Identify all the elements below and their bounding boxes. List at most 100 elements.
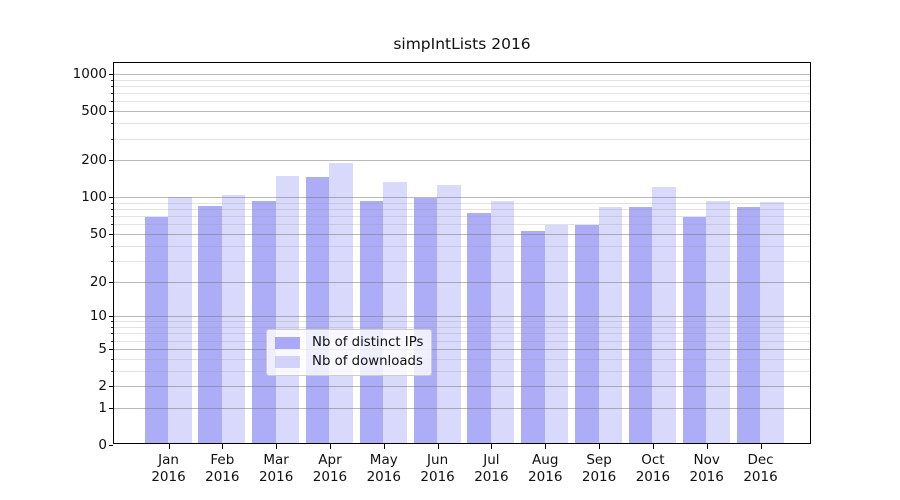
x-tick-label: Aug 2016 — [528, 452, 563, 485]
y-minor-tick — [111, 321, 113, 323]
legend-item-downloads: Nb of downloads — [275, 354, 423, 369]
bar-downloads — [383, 182, 407, 443]
x-tick-label: Jan 2016 — [151, 452, 186, 485]
gridline-major — [114, 386, 810, 387]
y-tick — [109, 407, 113, 409]
y-tick — [109, 160, 113, 162]
bar-distinct-ips — [359, 201, 384, 443]
bar-distinct-ips — [521, 230, 545, 443]
y-tick — [109, 386, 113, 387]
x-tick — [652, 444, 654, 449]
gridline-major — [114, 160, 810, 162]
gridline-minor — [114, 209, 810, 211]
y-tick-label: 5 — [98, 340, 107, 357]
bar-distinct-ips — [252, 200, 276, 443]
y-tick — [109, 445, 113, 446]
x-tick-label: Oct 2016 — [635, 452, 671, 485]
bar-distinct-ips — [413, 198, 438, 443]
bar-downloads — [652, 186, 676, 443]
x-tick-label: Nov 2016 — [689, 452, 724, 485]
x-tick — [276, 444, 278, 449]
y-minor-tick — [111, 202, 113, 204]
gridline-minor — [114, 224, 810, 226]
y-minor-tick — [111, 327, 113, 328]
legend-item-distinct-ips: Nb of distinct IPs — [275, 335, 423, 350]
chart-title: simpIntLists 2016 — [393, 35, 531, 53]
gridline-minor — [114, 123, 810, 125]
x-tick — [437, 444, 439, 449]
y-minor-tick — [111, 209, 113, 211]
legend-label-distinct-ips: Nb of distinct IPs — [312, 335, 424, 350]
gridline-minor — [114, 138, 810, 140]
bar-distinct-ips — [682, 217, 707, 443]
gridline-major — [114, 197, 810, 199]
bar-distinct-ips — [467, 213, 491, 443]
y-tick — [109, 111, 113, 113]
y-minor-tick — [111, 93, 113, 95]
bar-distinct-ips — [144, 217, 168, 443]
y-minor-tick — [111, 260, 113, 262]
x-tick-label: Dec 2016 — [743, 452, 778, 485]
gridline-minor — [114, 93, 810, 95]
x-tick — [599, 444, 601, 449]
bar-distinct-ips — [736, 207, 761, 443]
y-minor-tick — [111, 340, 113, 342]
x-tick-label: May 2016 — [366, 452, 401, 485]
bar-downloads — [221, 194, 246, 443]
y-tick — [109, 233, 113, 235]
y-tick — [109, 197, 113, 199]
x-tick-label: Mar 2016 — [258, 452, 294, 485]
bar-downloads — [760, 201, 784, 443]
gridline-minor — [114, 202, 810, 204]
bar-distinct-ips — [628, 207, 653, 443]
x-tick-label: Apr 2016 — [312, 452, 348, 485]
gridline-minor — [114, 260, 810, 262]
gridline-major — [114, 316, 810, 318]
x-tick — [329, 444, 331, 449]
y-minor-tick — [111, 79, 113, 81]
y-tick-label: 2 — [98, 378, 107, 394]
x-tick — [760, 444, 762, 449]
gridline-minor — [114, 370, 810, 372]
y-tick-label: 20 — [89, 273, 107, 290]
bar-downloads — [437, 185, 461, 443]
gridline-minor — [114, 327, 810, 328]
y-tick-label: 10 — [89, 308, 107, 325]
gridline-minor — [114, 358, 810, 360]
x-tick — [168, 444, 170, 449]
x-tick — [706, 444, 708, 449]
y-tick-label: 500 — [81, 103, 107, 120]
y-tick — [109, 348, 113, 350]
bar-distinct-ips — [305, 177, 330, 443]
x-tick — [383, 444, 385, 449]
bar-distinct-ips — [575, 224, 599, 443]
bar-downloads — [168, 196, 192, 443]
gridline-minor — [114, 245, 810, 247]
y-tick-label: 200 — [81, 152, 107, 169]
gridline-major — [114, 233, 810, 235]
y-tick — [109, 281, 113, 283]
x-tick — [222, 444, 224, 449]
y-tick-label: 50 — [89, 225, 107, 242]
gridline-major — [114, 348, 810, 350]
gridline-minor — [114, 85, 810, 87]
y-tick-label: 100 — [81, 189, 107, 206]
y-minor-tick — [111, 101, 113, 103]
y-minor-tick — [111, 224, 113, 226]
bar-downloads — [490, 200, 515, 443]
x-tick-label: Sep 2016 — [581, 452, 617, 485]
gridline-minor — [114, 321, 810, 323]
x-tick — [491, 444, 493, 449]
legend-swatch-downloads — [275, 355, 300, 368]
gridline-minor — [114, 101, 810, 103]
y-minor-tick — [111, 333, 113, 335]
bar-downloads — [598, 207, 623, 443]
gridline-major — [114, 73, 810, 75]
y-minor-tick — [111, 358, 113, 360]
y-tick-label: 1000 — [72, 65, 107, 82]
gridline-major — [114, 407, 810, 409]
bar-distinct-ips — [198, 206, 222, 443]
y-minor-tick — [111, 85, 113, 87]
y-tick-label: 0 — [98, 437, 107, 453]
